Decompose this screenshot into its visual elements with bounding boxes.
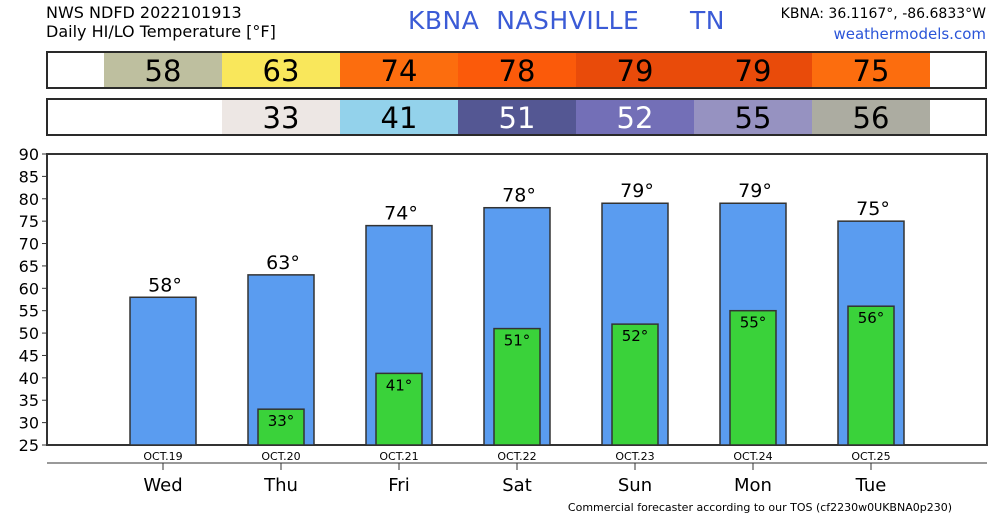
hi-bar-label: 63°	[266, 252, 300, 274]
date-label: OCT.21	[379, 450, 418, 463]
day-label: Sat	[502, 475, 532, 496]
day-label: Thu	[263, 475, 298, 496]
y-tick-label: 90	[19, 145, 39, 164]
y-tick-label: 55	[19, 302, 39, 321]
footer-note: Commercial forecaster according to our T…	[567, 501, 952, 514]
lo-bar-label: 51°	[504, 332, 531, 350]
day-label: Wed	[143, 475, 182, 496]
lo-bar	[493, 327, 541, 446]
date-label: OCT.20	[261, 450, 300, 463]
run-label: NWS NDFD 2022101913	[46, 3, 242, 22]
lo-bar-label: 55°	[740, 314, 767, 332]
y-tick-label: 85	[19, 167, 39, 186]
y-tick-label: 35	[19, 391, 39, 410]
station-title: KBNA NASHVILLE TN	[408, 6, 725, 35]
hi-temp-strip: 58 63 74 78 79 79 75	[46, 51, 987, 89]
lo-temp-cell	[104, 100, 222, 134]
lo-temp-cell: 56	[812, 100, 930, 135]
hi-temp-cell: 74	[340, 53, 458, 88]
y-tick-label: 60	[19, 279, 39, 298]
hi-bar-label: 79°	[620, 180, 654, 202]
lo-bar-label: 41°	[386, 376, 413, 394]
y-tick-label: 25	[19, 436, 39, 455]
hi-temp-cell: 79	[694, 53, 812, 88]
date-label: OCT.19	[143, 450, 182, 463]
y-tick-label: 80	[19, 190, 39, 209]
day-label: Fri	[388, 475, 409, 496]
hi-bar-label: 79°	[738, 180, 772, 202]
y-tick-label: 30	[19, 414, 39, 433]
y-tick-label: 40	[19, 369, 39, 388]
y-tick-label: 65	[19, 257, 39, 276]
y-tick-label: 50	[19, 324, 39, 343]
lo-bar	[847, 305, 895, 446]
y-tick-label: 75	[19, 212, 39, 231]
lo-temp-cell: 41	[340, 100, 458, 135]
lo-bar-label: 56°	[858, 309, 885, 327]
lo-temp-cell: 51	[458, 100, 576, 135]
hi-temp-cell: 75	[812, 53, 930, 88]
hi-temp-cell: 58	[104, 53, 222, 88]
lo-bar-label: 33°	[268, 412, 295, 430]
lo-bar	[729, 309, 777, 446]
lo-temp-cell: 33	[222, 100, 340, 135]
hi-temp-cell: 78	[458, 53, 576, 88]
hi-bar-label: 75°	[856, 198, 890, 220]
hi-bar-label: 78°	[502, 185, 536, 207]
site-link[interactable]: weathermodels.com	[833, 25, 986, 43]
hi-temp-cell: 63	[222, 53, 340, 88]
hi-bar	[129, 296, 197, 446]
lo-bar	[611, 323, 659, 446]
hi-bar-label: 58°	[148, 274, 182, 296]
lo-temp-strip: 33 41 51 52 55 56	[46, 98, 987, 136]
lo-bar	[375, 372, 423, 446]
hi-temp-cell: 79	[576, 53, 694, 88]
lo-bar	[257, 408, 305, 446]
day-label: Tue	[855, 475, 887, 496]
day-label: Sun	[618, 475, 652, 496]
y-tick-label: 45	[19, 346, 39, 365]
product-label: Daily HI/LO Temperature [°F]	[46, 22, 276, 41]
date-label: OCT.25	[851, 450, 890, 463]
day-label: Mon	[734, 475, 772, 496]
header-left: NWS NDFD 2022101913 Daily HI/LO Temperat…	[46, 3, 276, 41]
hi-bar-label: 74°	[384, 203, 418, 225]
lo-temp-cell: 52	[576, 100, 694, 135]
date-label: OCT.24	[733, 450, 772, 463]
date-label: OCT.22	[497, 450, 536, 463]
header-right: KBNA: 36.1167°, -86.6833°W weathermodels…	[781, 4, 986, 44]
lo-temp-cell: 55	[694, 100, 812, 135]
station-coords: KBNA: 36.1167°, -86.6833°W	[780, 6, 986, 22]
lo-bar-label: 52°	[622, 327, 649, 345]
date-label: OCT.23	[615, 450, 654, 463]
y-tick-label: 70	[19, 235, 39, 254]
